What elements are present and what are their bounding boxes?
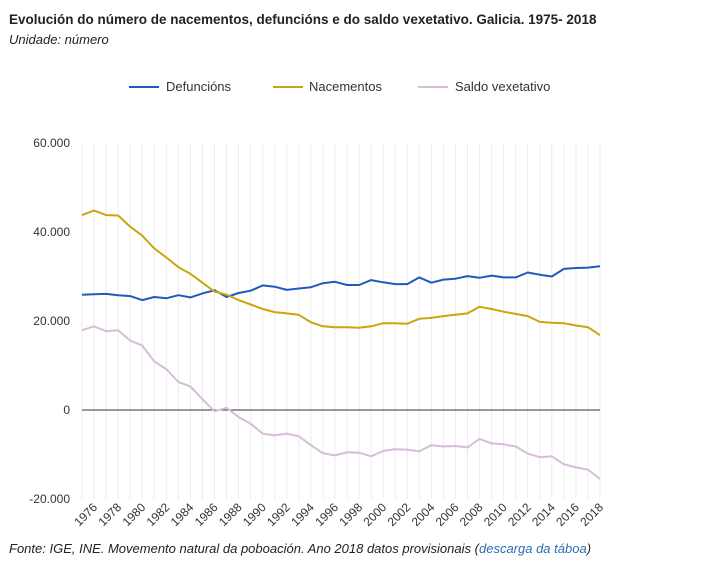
x-tick-label: 1988: [216, 500, 245, 529]
x-tick-label: 2010: [481, 500, 510, 529]
chart-title: Evolución do número de nacementos, defun…: [9, 12, 596, 27]
x-tick-label: 2016: [553, 500, 582, 529]
chart-title-text: Evolución do número de nacementos, defun…: [9, 12, 563, 27]
line-chart: Defuncións Nacementos Saldo vexetativo 60.…: [29, 79, 606, 529]
x-tick-label: 2012: [505, 500, 534, 529]
download-link-close: ): [586, 541, 592, 556]
x-tick-label: 2008: [457, 500, 486, 529]
x-tick-label: 1992: [264, 500, 293, 529]
y-tick-label: 60.000: [33, 136, 70, 150]
x-tick-label: 2014: [529, 500, 558, 529]
chart-grid: [81, 143, 601, 499]
series-line-2: [81, 325, 601, 480]
x-tick-label: 1986: [192, 500, 221, 529]
x-tick-label: 1984: [168, 500, 197, 529]
x-tick-label: 1982: [144, 500, 173, 529]
y-axis: 60.000 40.000 20.000 0 -20.000: [29, 136, 70, 506]
y-tick-label: -20.000: [29, 492, 70, 506]
x-axis: 1976197819801982198419861988199019921994…: [71, 500, 606, 529]
series-line-1: [81, 209, 601, 337]
legend-label-0: Defuncións: [166, 79, 232, 94]
chart-footer: Fonte: IGE, INE. Movemento natural da po…: [9, 541, 591, 556]
download-link-open: (: [474, 541, 479, 556]
x-tick-label: 1976: [71, 500, 100, 529]
legend-label-2: Saldo vexetativo: [455, 79, 550, 94]
x-tick-label: 1978: [95, 500, 124, 529]
source-note: Fonte: IGE, INE. Movemento natural da po…: [9, 541, 472, 556]
chart-title-year: 2018: [566, 12, 597, 27]
y-tick-label: 20.000: [33, 314, 70, 328]
x-tick-label: 2006: [433, 500, 462, 529]
y-tick-label: 40.000: [33, 225, 70, 239]
x-tick-label: 1996: [312, 500, 341, 529]
chart-legend: Defuncións Nacementos Saldo vexetativo: [129, 79, 550, 94]
x-tick-label: 2018: [577, 500, 606, 529]
x-tick-label: 1994: [288, 500, 317, 529]
download-table-link[interactable]: descarga da táboa: [478, 541, 587, 556]
series-line-0: [81, 265, 601, 302]
chart-subtitle: Unidade: número: [9, 32, 109, 47]
x-tick-label: 2004: [409, 500, 438, 529]
x-tick-label: 1998: [336, 500, 365, 529]
x-tick-label: 2000: [361, 500, 390, 529]
y-tick-label: 0: [63, 403, 70, 417]
x-tick-label: 1980: [120, 500, 149, 529]
x-tick-label: 1990: [240, 500, 269, 529]
chart-series: [81, 209, 601, 480]
legend-label-1: Nacementos: [309, 79, 382, 94]
x-tick-label: 2002: [385, 500, 414, 529]
